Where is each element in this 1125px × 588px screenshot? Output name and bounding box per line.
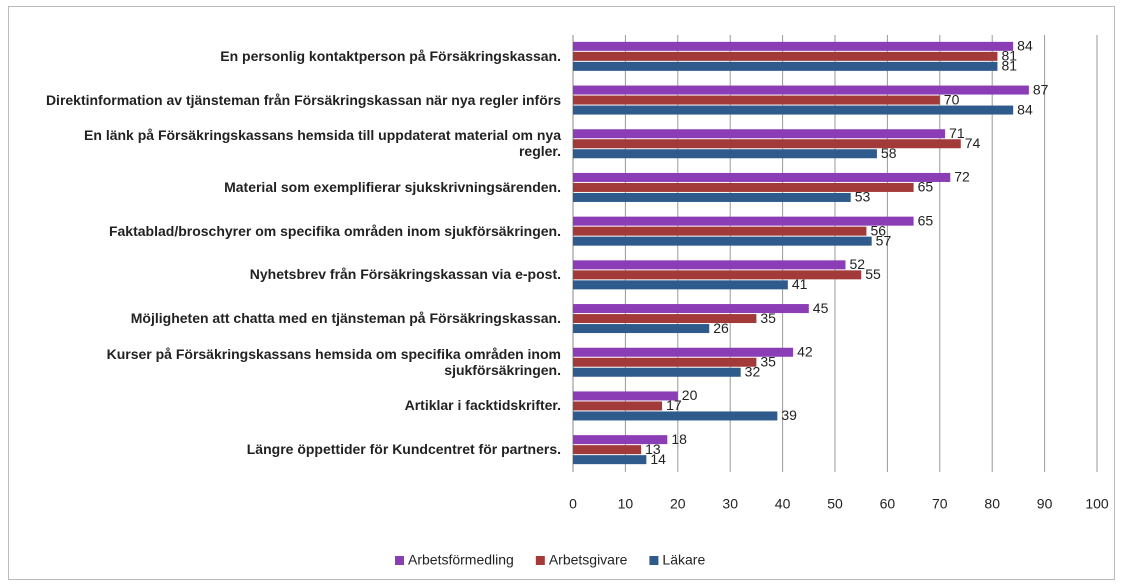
legend-swatch <box>395 556 404 565</box>
legend-swatch <box>535 556 545 565</box>
category-label: Kurser på Försäkringskassans hemsida om … <box>106 345 561 378</box>
value-label: 39 <box>781 407 797 423</box>
bar <box>573 41 1014 51</box>
category-label: Nyhetsbrev från Försäkringskassan via e-… <box>249 266 561 283</box>
value-label: 84 <box>1017 101 1033 117</box>
bar <box>573 149 877 159</box>
bar <box>573 105 1014 115</box>
chart-frame <box>8 6 1115 580</box>
value-label: 81 <box>1001 48 1017 64</box>
value-label: 41 <box>792 276 808 292</box>
bar <box>573 236 872 246</box>
value-label: 72 <box>954 169 970 185</box>
bar <box>573 401 663 411</box>
bar <box>573 347 794 357</box>
x-tick-label: 0 <box>569 496 577 512</box>
category-label: En länk på Försäkringskassans hemsida ti… <box>84 127 561 160</box>
value-label: 71 <box>949 125 965 141</box>
value-label: 52 <box>849 256 865 272</box>
bar <box>573 129 946 139</box>
value-label: 14 <box>650 451 666 467</box>
x-tick-label: 60 <box>880 496 896 512</box>
bar <box>573 280 788 290</box>
bar <box>573 304 809 314</box>
value-label: 53 <box>855 189 871 205</box>
bar <box>573 391 678 401</box>
value-label: 56 <box>870 222 886 238</box>
value-label: 45 <box>813 300 829 316</box>
bar <box>573 314 757 324</box>
bar <box>573 85 1029 95</box>
legend-swatch <box>649 556 659 565</box>
bar <box>573 172 951 182</box>
value-label: 87 <box>1033 81 1049 97</box>
legend-label: Arbetsförmedling <box>408 552 514 568</box>
x-tick-label: 20 <box>670 496 686 512</box>
value-label: 17 <box>666 397 682 413</box>
bar <box>573 226 867 236</box>
bar <box>573 357 757 367</box>
bar <box>573 192 851 202</box>
bar <box>573 411 778 421</box>
x-tick-label: 50 <box>827 496 843 512</box>
category-label: Direktinformation av tjänsteman från För… <box>45 91 561 108</box>
bar <box>573 367 741 377</box>
bar <box>573 61 998 71</box>
x-tick-label: 70 <box>932 496 948 512</box>
value-label: 18 <box>671 431 687 447</box>
bar <box>573 445 642 455</box>
value-label: 20 <box>682 387 698 403</box>
bar <box>573 435 668 445</box>
x-tick-label: 30 <box>722 496 738 512</box>
category-label: En personlig kontaktperson på Försäkring… <box>220 47 561 64</box>
value-label: 13 <box>645 441 661 457</box>
value-label: 42 <box>797 343 813 359</box>
bar <box>573 95 940 105</box>
value-label: 57 <box>876 232 892 248</box>
bar <box>573 270 862 280</box>
category-label: Möjligheten att chatta med en tjänsteman… <box>130 310 561 327</box>
x-tick-label: 100 <box>1085 496 1109 512</box>
value-label: 74 <box>965 135 981 151</box>
bar <box>573 455 647 465</box>
x-tick-label: 10 <box>618 496 634 512</box>
value-label: 70 <box>944 91 960 107</box>
x-tick-label: 90 <box>1037 496 1053 512</box>
value-label: 26 <box>713 320 729 336</box>
category-label: Längre öppettider för Kundcentret för pa… <box>246 441 561 458</box>
legend-label: Arbetsgivare <box>549 552 628 568</box>
category-label: Artiklar i facktidskrifter. <box>404 397 561 414</box>
value-label: 58 <box>881 145 897 161</box>
value-label: 35 <box>760 310 776 326</box>
bar <box>573 260 846 270</box>
x-tick-label: 80 <box>984 496 1000 512</box>
value-label: 84 <box>1017 38 1033 54</box>
value-label: 35 <box>760 353 776 369</box>
bar <box>573 182 914 192</box>
value-label: 32 <box>745 363 761 379</box>
category-label: Faktablad/broschyrer om specifika område… <box>108 222 561 239</box>
bar <box>573 324 710 334</box>
bar <box>573 51 998 61</box>
category-label: Material som exemplifierar sjukskrivning… <box>224 178 561 195</box>
legend-label: Läkare <box>662 552 705 568</box>
bar <box>573 139 961 149</box>
bar <box>573 216 914 226</box>
value-label: 55 <box>865 266 881 282</box>
value-label: 81 <box>1001 58 1017 74</box>
value-label: 65 <box>918 212 934 228</box>
value-label: 65 <box>918 179 934 195</box>
x-tick-label: 40 <box>775 496 791 512</box>
